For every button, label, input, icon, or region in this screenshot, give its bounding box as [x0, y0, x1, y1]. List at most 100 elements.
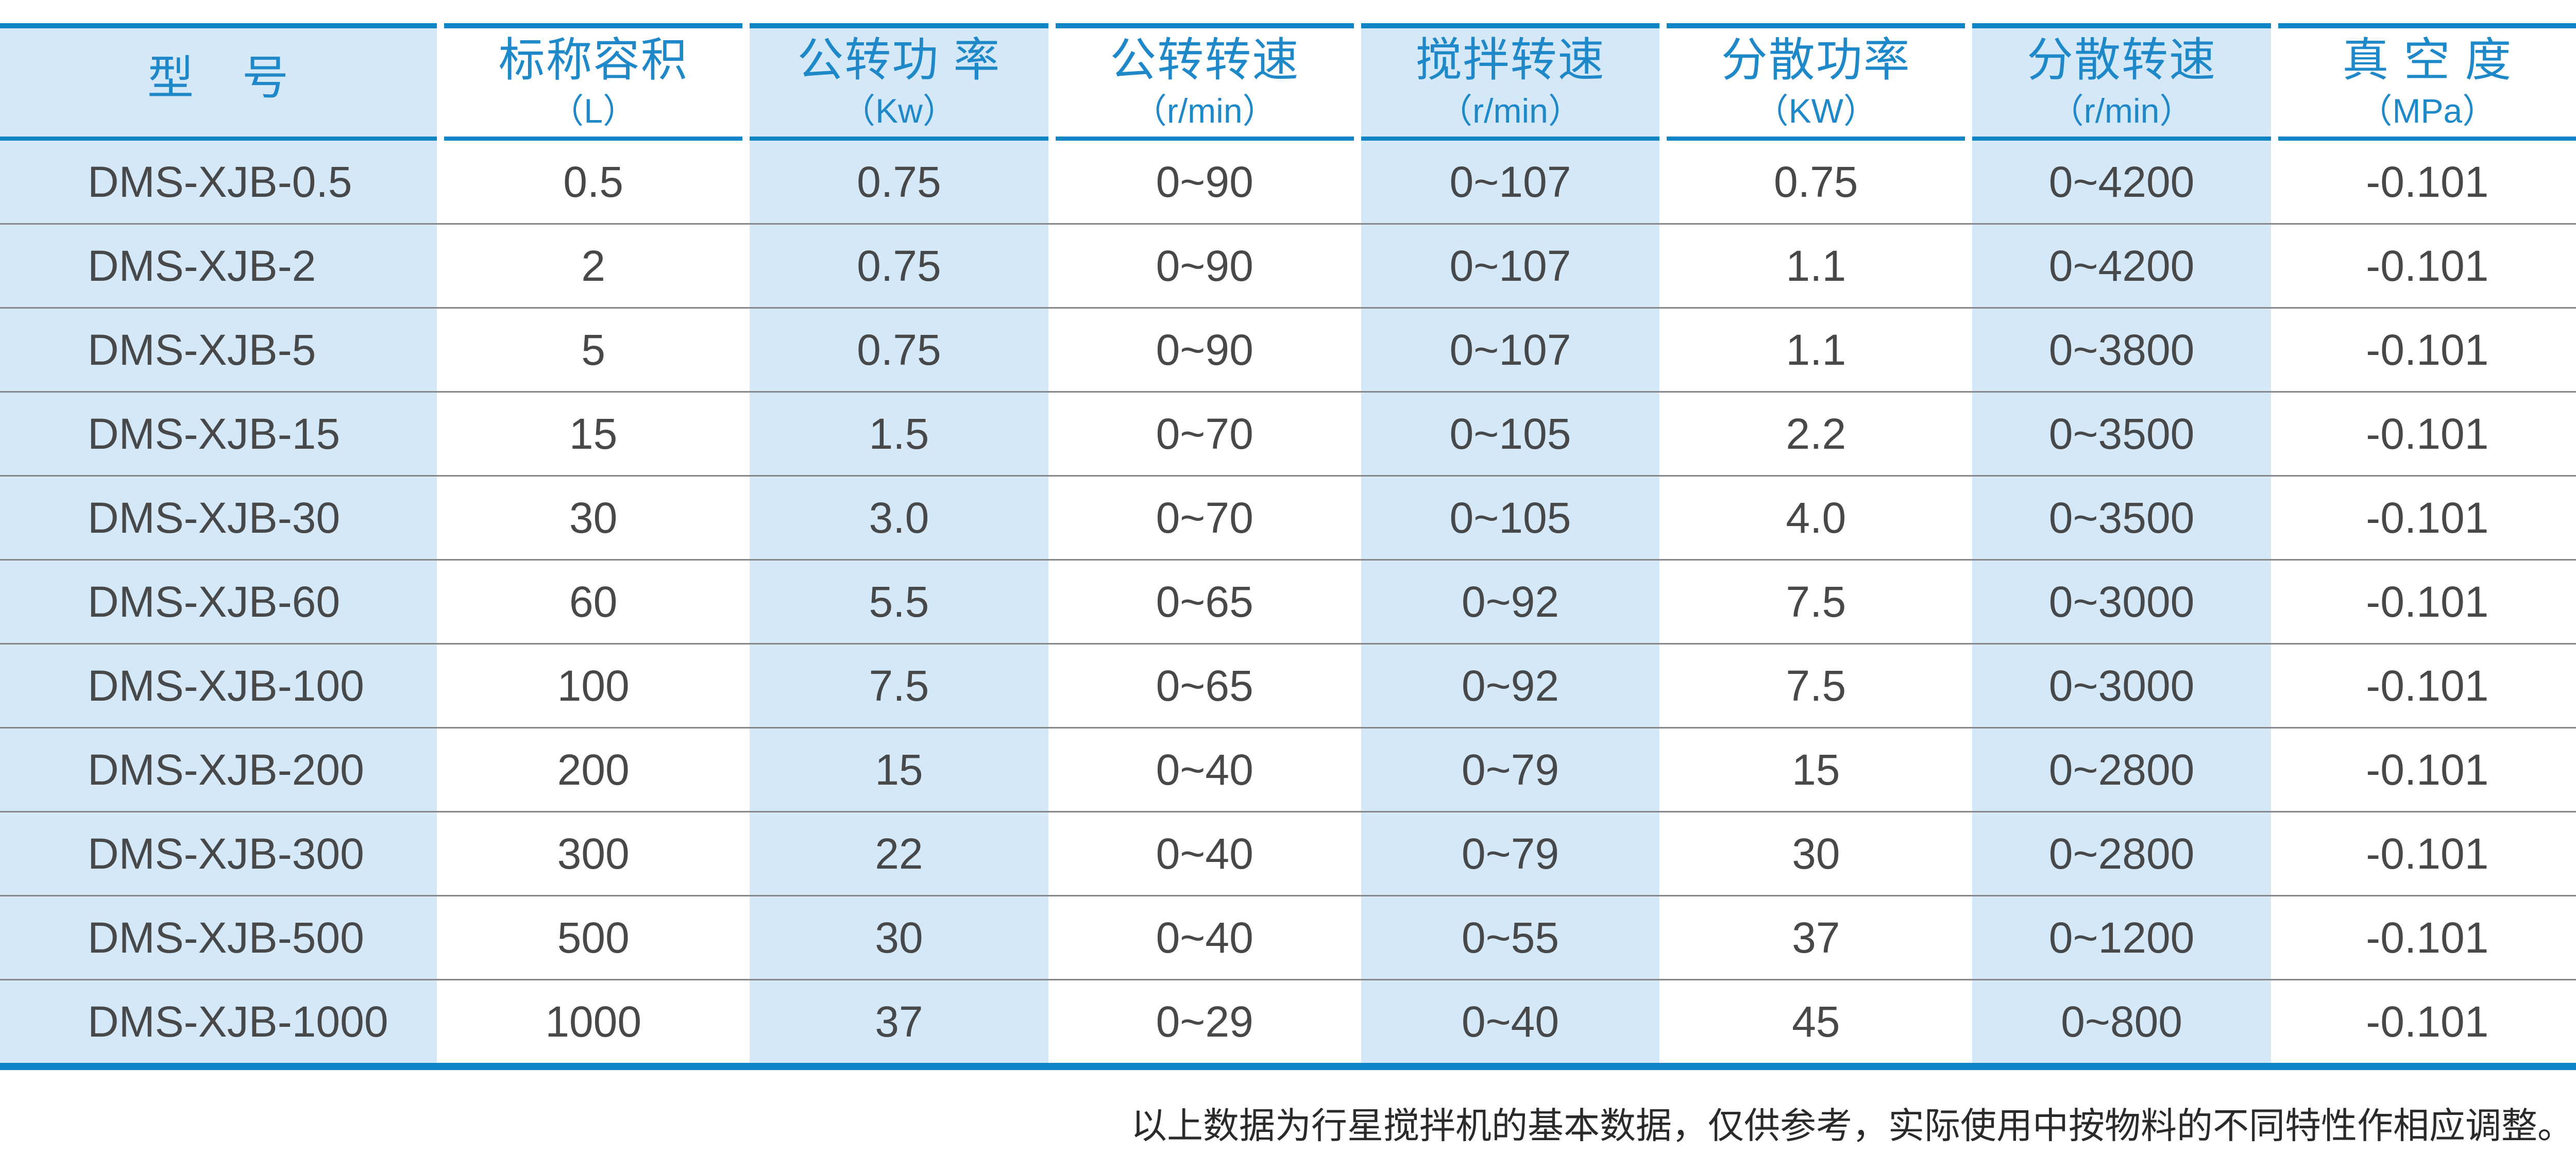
value-cell: 7.5 [1786, 577, 1846, 626]
value-cell: 0~2800 [1972, 729, 2271, 811]
value-cell: 30 [569, 493, 618, 542]
value-cell: 0~40 [1361, 980, 1660, 1063]
value-cell: 60 [569, 577, 618, 626]
value-cell: 500 [557, 913, 630, 962]
model-cell: DMS-XJB-60 [0, 561, 437, 643]
value-cell: 0.75 [750, 141, 1048, 223]
row-divider [0, 811, 2576, 812]
model-cell: DMS-XJB-15 [0, 393, 437, 475]
value-cell: 7.5 [1786, 661, 1846, 710]
value-cell: -0.101 [2366, 745, 2489, 794]
value-cell: 5 [581, 325, 605, 374]
value-cell: 0.75 [750, 309, 1048, 391]
value-cell: 0~70 [1156, 493, 1253, 542]
row-divider [0, 895, 2576, 896]
column-unit: （r/min） [2049, 91, 2194, 130]
model-cell: DMS-XJB-0.5 [0, 141, 437, 223]
value-cell: 0~79 [1361, 729, 1660, 811]
column-title: 分散转速 [2027, 35, 2217, 87]
column-title: 真 空 度 [2342, 35, 2513, 87]
row-divider [0, 475, 2576, 477]
value-cell: 15 [750, 729, 1048, 811]
model-cell: DMS-XJB-100 [0, 645, 437, 727]
value-cell: 0~3000 [1972, 561, 2271, 643]
value-cell: 0~79 [1361, 812, 1660, 895]
value-cell: 0~105 [1361, 393, 1660, 475]
value-cell: 0~107 [1361, 225, 1660, 307]
value-cell: 30 [1792, 829, 1840, 878]
column-header-vacuum-degree: 真 空 度 （MPa） [2278, 23, 2576, 141]
value-cell: 37 [750, 980, 1048, 1063]
value-cell: 0~800 [1972, 980, 2271, 1063]
value-cell: 0~29 [1156, 997, 1253, 1046]
footer-note: 以上数据为行星搅拌机的基本数据，仅供参考，实际使用中按物料的不同特性作相应调整。 [1131, 1107, 2573, 1146]
value-cell: 0.75 [1774, 157, 1858, 206]
row-divider [0, 643, 2576, 645]
value-cell: -0.101 [2366, 241, 2489, 290]
column-title: 公转转速 [1110, 35, 1300, 87]
column-header-dispersion-power: 分散功率 （KW） [1667, 23, 1965, 141]
value-cell: 1000 [545, 997, 642, 1046]
model-cell: DMS-XJB-5 [0, 309, 437, 391]
value-cell: 0~90 [1156, 241, 1253, 290]
value-cell: 15 [569, 409, 618, 458]
value-cell: 0~3500 [1972, 393, 2271, 475]
value-cell: 0~4200 [1972, 141, 2271, 223]
value-cell: 0~65 [1156, 661, 1253, 710]
value-cell: 0~40 [1156, 745, 1253, 794]
value-cell: 37 [1792, 913, 1840, 962]
value-cell: 1.1 [1786, 325, 1846, 374]
value-cell: 0~1200 [1972, 896, 2271, 979]
row-divider [0, 391, 2576, 393]
spec-table: 型 号 标称容积 （L） 公转功 率 （Kw） 公转转速 （r/min） 搅拌转… [0, 23, 2576, 1063]
value-cell: 0~4200 [1972, 225, 2271, 307]
value-cell: 2.2 [1786, 409, 1846, 458]
value-cell: 2 [581, 241, 605, 290]
value-cell: 0~70 [1156, 409, 1253, 458]
value-cell: 300 [557, 829, 630, 878]
value-cell: 30 [750, 896, 1048, 979]
value-cell: 45 [1792, 997, 1840, 1046]
row-divider [0, 727, 2576, 729]
value-cell: 0.75 [750, 225, 1048, 307]
column-title: 标称容积 [498, 35, 688, 87]
value-cell: -0.101 [2366, 493, 2489, 542]
row-divider [0, 307, 2576, 309]
value-cell: 0~90 [1156, 157, 1253, 206]
value-cell: -0.101 [2366, 997, 2489, 1046]
value-cell: 0~40 [1156, 829, 1253, 878]
value-cell: -0.101 [2366, 577, 2489, 626]
value-cell: -0.101 [2366, 661, 2489, 710]
value-cell: 0~3500 [1972, 477, 2271, 559]
model-cell: DMS-XJB-2 [0, 225, 437, 307]
value-cell: 0~92 [1361, 645, 1660, 727]
value-cell: 0~3800 [1972, 309, 2271, 391]
value-cell: 5.5 [750, 561, 1048, 643]
column-header-revolution-speed: 公转转速 （r/min） [1055, 23, 1354, 141]
column-title: 公转功 率 [797, 35, 1001, 87]
column-unit: （MPa） [2358, 91, 2497, 130]
value-cell: 0.5 [563, 157, 624, 206]
column-unit: （r/min） [1438, 91, 1582, 130]
value-cell: 0~92 [1361, 561, 1660, 643]
column-header-model: 型 号 [0, 23, 437, 141]
column-header-dispersion-speed: 分散转速 （r/min） [1972, 23, 2271, 141]
row-divider [0, 979, 2576, 980]
column-unit: （L） [550, 91, 637, 130]
model-cell: DMS-XJB-200 [0, 729, 437, 811]
column-header-nominal-capacity: 标称容积 （L） [444, 23, 743, 141]
value-cell: 0~107 [1361, 141, 1660, 223]
value-cell: 0~90 [1156, 325, 1253, 374]
column-unit: （r/min） [1132, 91, 1277, 130]
table-bottom-border [0, 1063, 2576, 1070]
value-cell: 0~105 [1361, 477, 1660, 559]
value-cell: -0.101 [2366, 325, 2489, 374]
value-cell: 0~107 [1361, 309, 1660, 391]
value-cell: -0.101 [2366, 157, 2489, 206]
value-cell: -0.101 [2366, 913, 2489, 962]
value-cell: 0~2800 [1972, 812, 2271, 895]
value-cell: -0.101 [2366, 829, 2489, 878]
value-cell: 4.0 [1786, 493, 1846, 542]
column-title: 型 号 [147, 52, 290, 104]
value-cell: 200 [557, 745, 630, 794]
